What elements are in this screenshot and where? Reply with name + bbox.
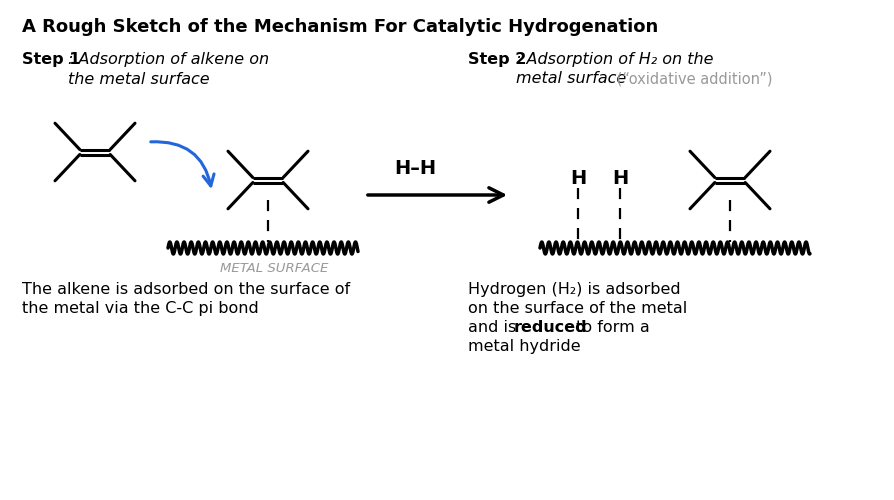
Text: (“oxidative addition”): (“oxidative addition”) <box>612 71 772 86</box>
Text: Hydrogen (H₂) is adsorbed: Hydrogen (H₂) is adsorbed <box>468 282 680 297</box>
Text: : Adsorption of H₂ on the: : Adsorption of H₂ on the <box>516 52 713 67</box>
FancyArrowPatch shape <box>367 188 503 202</box>
Text: H–H: H–H <box>394 158 436 178</box>
Text: the metal via the C-C pi bond: the metal via the C-C pi bond <box>22 301 258 316</box>
Text: H: H <box>611 168 628 188</box>
Text: A Rough Sketch of the Mechanism For Catalytic Hydrogenation: A Rough Sketch of the Mechanism For Cata… <box>22 18 658 36</box>
Text: metal hydride: metal hydride <box>468 339 580 354</box>
Text: on the surface of the metal: on the surface of the metal <box>468 301 687 316</box>
Text: The alkene is adsorbed on the surface of: The alkene is adsorbed on the surface of <box>22 282 350 297</box>
Text: to form a: to form a <box>571 320 650 335</box>
Text: H: H <box>569 168 586 188</box>
Text: and is: and is <box>468 320 521 335</box>
FancyArrowPatch shape <box>151 142 214 186</box>
Text: Step 1: Step 1 <box>22 52 80 67</box>
Text: Step 2: Step 2 <box>468 52 527 67</box>
Text: metal surface: metal surface <box>516 71 627 86</box>
Text: METAL SURFACE: METAL SURFACE <box>220 262 328 275</box>
Text: reduced: reduced <box>514 320 587 335</box>
Text: : Adsorption of alkene on
the metal surface: : Adsorption of alkene on the metal surf… <box>68 52 269 88</box>
